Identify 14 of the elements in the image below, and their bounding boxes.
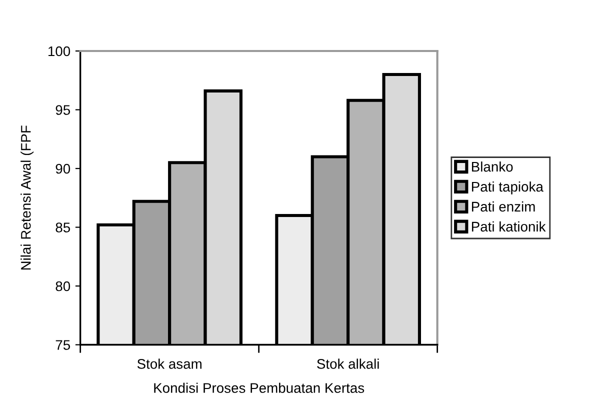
y-tick-label: 95	[56, 105, 70, 115]
y-tick-label: 80	[56, 281, 70, 292]
x-tick-label: Stok alkali	[317, 358, 379, 369]
y-tick-label: 90	[56, 164, 70, 174]
legend-label: Blanko	[472, 161, 513, 172]
legend-label: Pati tapioka	[472, 181, 544, 194]
y-tick-label: 75	[56, 340, 70, 350]
y-tick-label: 85	[56, 222, 70, 232]
y-tick-label: 100	[48, 46, 70, 56]
legend-label: Pati enzim	[472, 201, 535, 212]
y-axis-title: Nilai Retensi Awal (FPF	[20, 126, 34, 270]
legend-label: Pati kationik	[472, 221, 546, 232]
x-tick-label: Stok asam	[137, 358, 202, 369]
x-axis-title: Kondisi Proses Pembuatan Kertas	[154, 382, 364, 393]
